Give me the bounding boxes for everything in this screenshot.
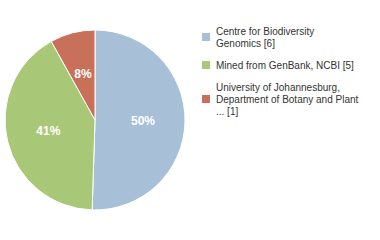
svg-text:Centre for Biodiversity: Centre for Biodiversity xyxy=(216,26,314,37)
svg-text:41%: 41% xyxy=(36,124,60,138)
svg-text:50%: 50% xyxy=(131,114,155,128)
svg-text:Department of Botany and Plant: Department of Botany and Plant xyxy=(216,94,359,105)
svg-text:... [1]: ... [1] xyxy=(216,106,238,117)
svg-text:Genomics [6]: Genomics [6] xyxy=(216,38,275,49)
svg-text:8%: 8% xyxy=(74,67,92,81)
svg-text:University of Johannesburg,: University of Johannesburg, xyxy=(216,82,340,93)
svg-text:Mined from GenBank, NCBI [5]: Mined from GenBank, NCBI [5] xyxy=(216,60,354,71)
